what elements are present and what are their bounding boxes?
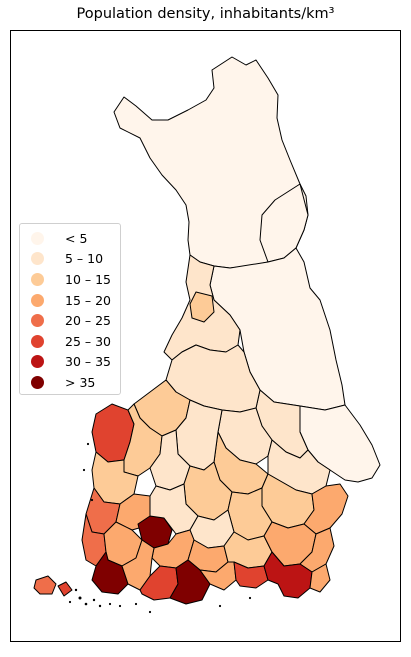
legend-item: 30 – 35 (26, 352, 114, 373)
legend: < 5 5 – 10 10 – 15 15 – 20 20 – 25 25 – … (19, 223, 121, 395)
legend-swatch (31, 231, 44, 245)
legend-item: 15 – 20 (26, 290, 114, 311)
legend-item: > 35 (26, 372, 114, 393)
region-east-border[interactable] (303, 483, 349, 535)
region-salo[interactable] (121, 539, 155, 591)
legend-swatch (31, 375, 44, 389)
region-southeast-coast[interactable] (309, 563, 331, 593)
legend-swatch (31, 355, 44, 369)
legend-item: 25 – 30 (26, 331, 114, 352)
legend-label: 20 – 25 (65, 313, 112, 329)
legend-label: 25 – 30 (65, 333, 112, 349)
legend-label: 30 – 35 (65, 354, 112, 370)
region-helsinki[interactable] (169, 559, 211, 605)
region-kotka[interactable] (233, 561, 269, 589)
legend-label: 10 – 15 (65, 271, 112, 287)
legend-label: 15 – 20 (65, 292, 112, 308)
legend-swatch (31, 252, 44, 266)
legend-item: 5 – 10 (26, 249, 114, 270)
legend-item: 20 – 25 (26, 310, 114, 331)
legend-label: < 5 (65, 230, 88, 246)
legend-swatch (31, 314, 44, 328)
legend-item: < 5 (26, 228, 114, 249)
region-aland[interactable] (33, 575, 57, 595)
map-title: Population density, inhabitants/km³ (76, 6, 335, 22)
archipelago-islands (68, 442, 252, 614)
map-frame (10, 30, 401, 642)
legend-label: > 35 (65, 374, 96, 390)
legend-swatch (31, 293, 44, 307)
legend-label: 5 – 10 (65, 251, 104, 267)
legend-swatch (31, 272, 44, 286)
region-aland-east[interactable] (57, 581, 73, 597)
legend-swatch (31, 334, 44, 348)
legend-item: 10 – 15 (26, 269, 114, 290)
region-oulu-small[interactable] (189, 291, 215, 323)
